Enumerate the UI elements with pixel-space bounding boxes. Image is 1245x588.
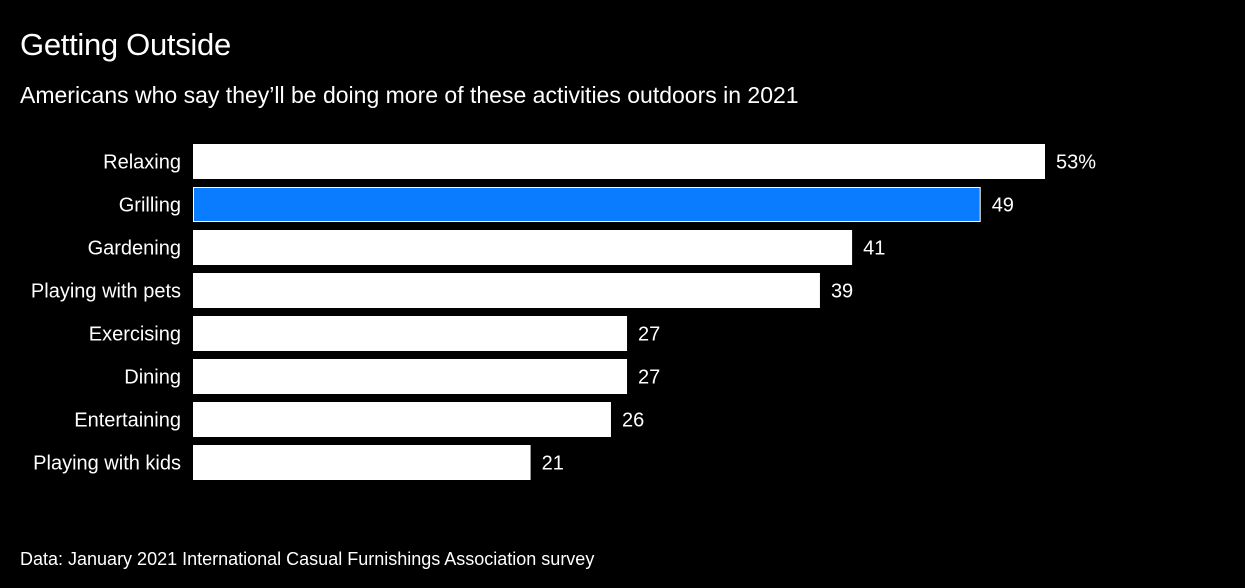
- value-label-gardening: 41: [863, 238, 885, 260]
- chart-subtitle: Americans who say they’ll be doing more …: [20, 82, 799, 108]
- category-label-relaxing: Relaxing: [103, 152, 181, 174]
- value-label-relaxing: 53%: [1056, 152, 1096, 174]
- bar-playing-with-kids: [193, 445, 531, 480]
- value-label-entertaining: 26: [622, 410, 644, 432]
- bar-dining: [193, 359, 628, 394]
- bar-playing-with-pets: [193, 273, 820, 308]
- category-label-entertaining: Entertaining: [74, 410, 181, 432]
- category-label-dining: Dining: [124, 367, 181, 389]
- bar-gardening: [193, 230, 853, 265]
- category-label-exercising: Exercising: [89, 324, 181, 346]
- category-label-grilling: Grilling: [119, 195, 181, 217]
- category-label-playing-with-kids: Playing with kids: [33, 453, 181, 475]
- category-label-gardening: Gardening: [88, 238, 181, 260]
- value-label-playing-with-kids: 21: [542, 453, 564, 475]
- value-label-grilling: 49: [992, 195, 1014, 217]
- bar-entertaining: [193, 402, 611, 437]
- bar-exercising: [193, 316, 628, 351]
- source-note: Data: January 2021 International Casual …: [20, 549, 595, 569]
- bar-relaxing: [193, 144, 1045, 179]
- value-label-dining: 27: [638, 367, 660, 389]
- category-label-playing-with-pets: Playing with pets: [31, 281, 181, 303]
- value-label-exercising: 27: [638, 324, 660, 346]
- bar-grilling: [193, 187, 981, 222]
- value-label-playing-with-pets: 39: [831, 281, 853, 303]
- chart-title: Getting Outside: [20, 27, 231, 62]
